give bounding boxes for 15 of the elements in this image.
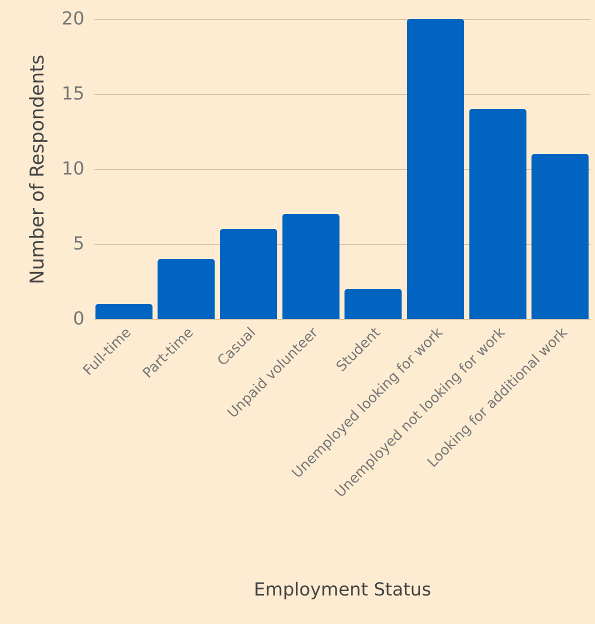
bar [220,229,278,319]
bar [282,214,340,319]
y-tick-label: 15 [62,84,84,104]
y-tick-label: 20 [62,8,84,30]
y-tick-label: 0 [73,308,84,330]
y-axis-title: Number of Respondents [26,54,49,284]
bar [469,109,526,319]
x-axis-title: Employment Status [254,580,432,600]
bar [344,289,402,319]
bar [531,154,589,319]
y-tick-label: 10 [62,158,84,180]
bar [158,259,215,319]
y-tick-label: 5 [73,234,84,254]
bar [95,304,153,319]
bar [406,19,464,319]
